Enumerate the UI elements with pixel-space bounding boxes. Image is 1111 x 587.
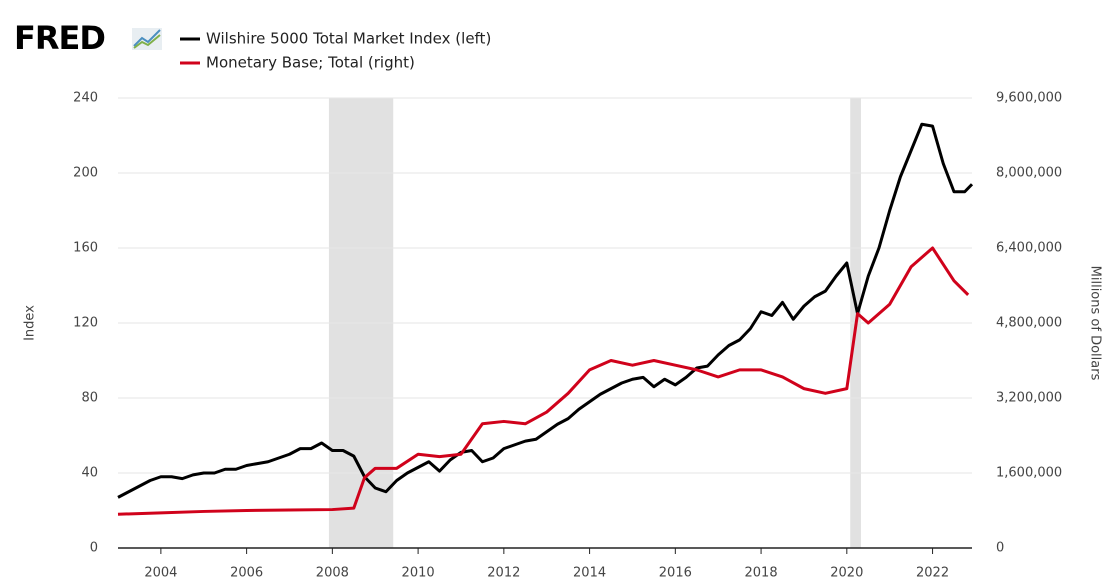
y-tick-label: 120	[73, 316, 98, 331]
x-tick-label: 2016	[659, 566, 692, 581]
x-tick-label: 2006	[230, 566, 263, 581]
y-tick-label: 0	[90, 541, 98, 556]
x-tick-label: 2008	[316, 566, 349, 581]
y2-tick-label: 1,600,000	[996, 466, 1062, 481]
logo-icon	[132, 28, 162, 50]
x-tick-label: 2004	[144, 566, 177, 581]
legend-label: Wilshire 5000 Total Market Index (left)	[206, 30, 491, 48]
y-tick-label: 80	[81, 391, 98, 406]
x-tick-label: 2022	[916, 566, 949, 581]
y-tick-label: 240	[73, 91, 98, 106]
y2-axis-title: Millions of Dollars	[1088, 266, 1103, 381]
y-tick-label: 40	[81, 466, 98, 481]
y2-tick-label: 3,200,000	[996, 391, 1062, 406]
y-tick-label: 200	[73, 166, 98, 181]
x-tick-label: 2020	[830, 566, 863, 581]
y2-tick-label: 0	[996, 541, 1004, 556]
x-tick-label: 2010	[402, 566, 435, 581]
legend-label: Monetary Base; Total (right)	[206, 54, 415, 72]
x-tick-label: 2014	[573, 566, 606, 581]
series-line	[117, 246, 970, 516]
series-line	[117, 122, 974, 499]
logo: FRED	[14, 19, 105, 57]
y2-tick-label: 9,600,000	[996, 91, 1062, 106]
y2-tick-label: 6,400,000	[996, 241, 1062, 256]
y2-tick-label: 8,000,000	[996, 166, 1062, 181]
y-tick-label: 160	[73, 241, 98, 256]
x-tick-label: 2018	[745, 566, 778, 581]
y-axis-title: Index	[23, 305, 38, 341]
x-tick-label: 2012	[487, 566, 520, 581]
y2-tick-label: 4,800,000	[996, 316, 1062, 331]
